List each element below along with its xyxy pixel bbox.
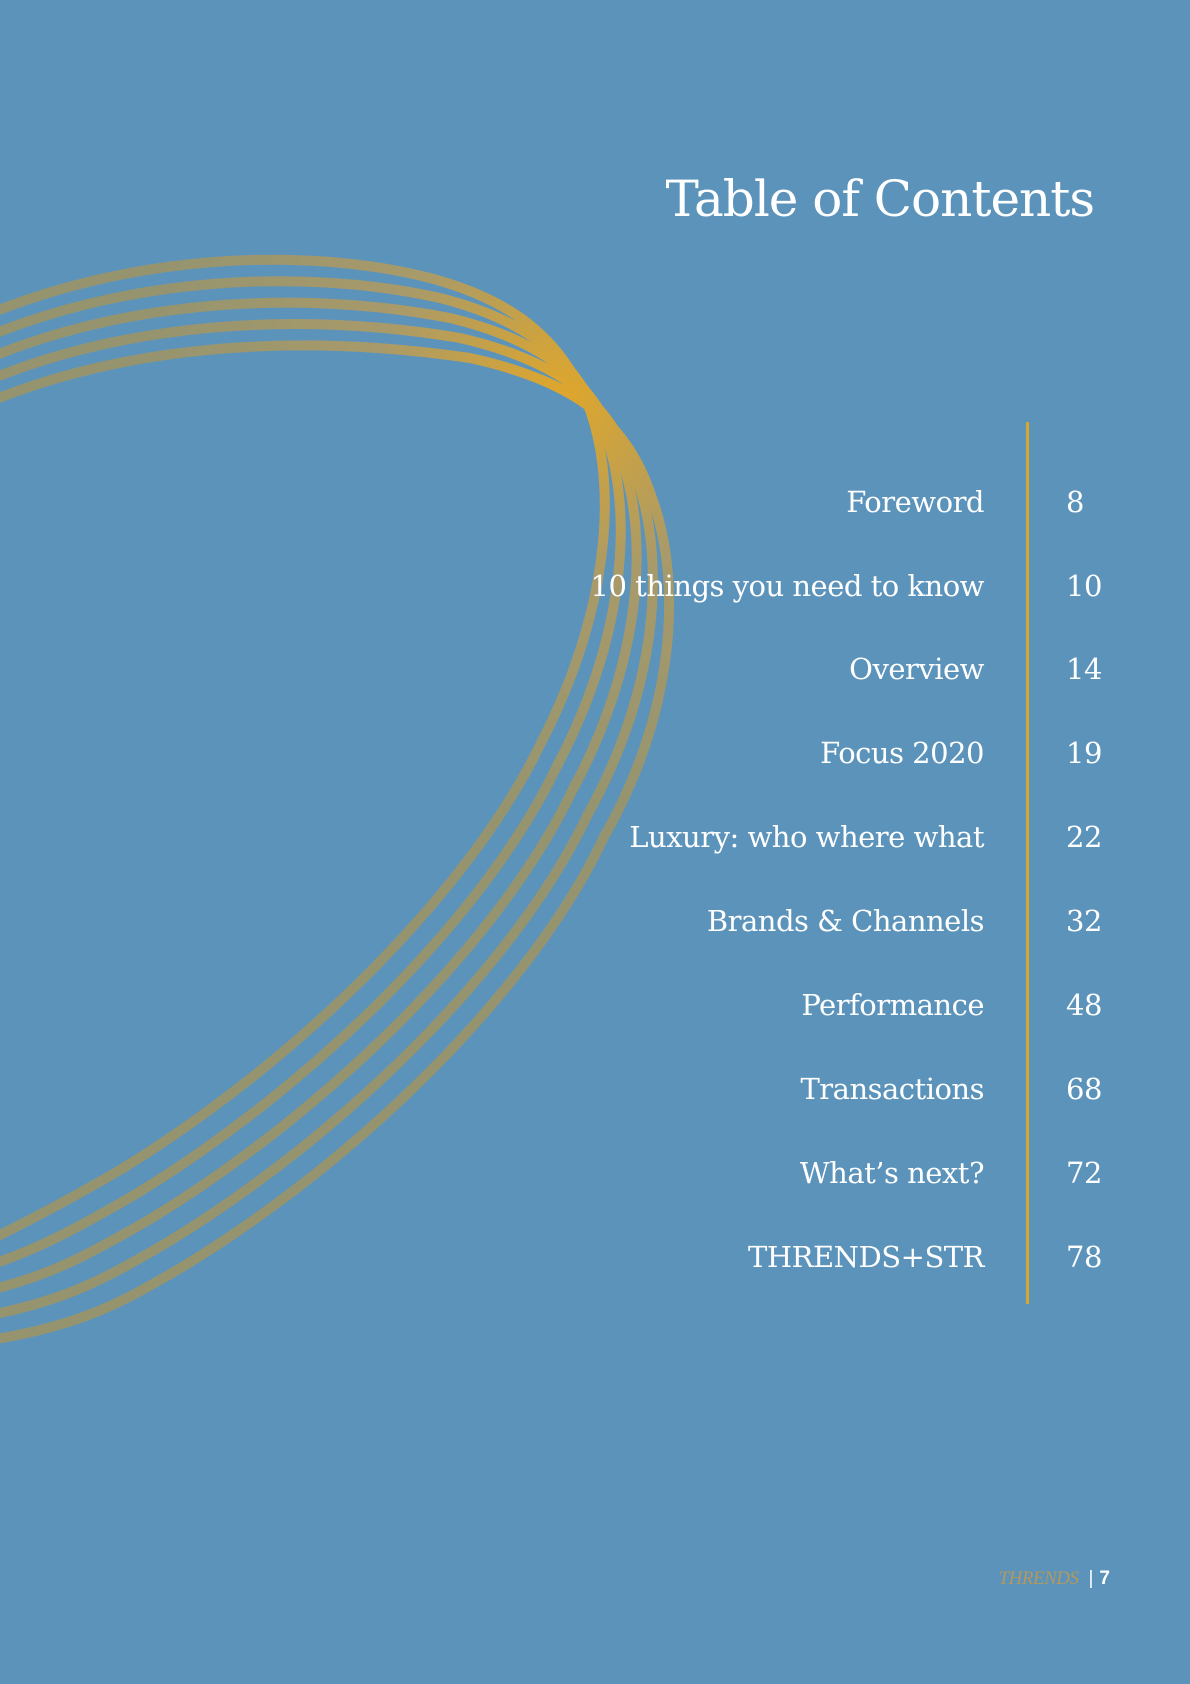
toc-entry-luxury[interactable]: Luxury: who where what 22 xyxy=(560,817,1120,857)
toc-entry-label: Brands & Channels xyxy=(706,904,985,938)
toc-entry-label: 10 things you need to know xyxy=(590,569,985,603)
footer-brand-logo: THRENDS xyxy=(998,1568,1079,1589)
toc-entry-page: 8 xyxy=(1066,485,1084,519)
ring-stroke xyxy=(0,254,610,1241)
ring-stroke xyxy=(0,297,642,1293)
toc-entry-label: Performance xyxy=(801,988,984,1022)
ring-stroke xyxy=(0,276,626,1267)
toc-entry-overview[interactable]: Overview 14 xyxy=(560,649,1120,689)
toc-entry-page: 32 xyxy=(1066,904,1102,938)
toc-divider xyxy=(1026,422,1029,1304)
toc-entry-page: 22 xyxy=(1066,820,1102,854)
page-title: Table of Contents xyxy=(665,170,1095,228)
toc-entry-label: What’s next? xyxy=(799,1156,985,1190)
toc-entry-page: 78 xyxy=(1066,1240,1102,1274)
toc-entry-performance[interactable]: Performance 48 xyxy=(560,985,1120,1025)
toc-entry-brands-channels[interactable]: Brands & Channels 32 xyxy=(560,901,1120,941)
toc-entry-foreword[interactable]: Foreword 8 xyxy=(560,482,1120,522)
toc-entry-ten-things[interactable]: 10 things you need to know 10 xyxy=(560,566,1120,606)
footer-separator: | xyxy=(1088,1568,1094,1589)
toc-entry-page: 72 xyxy=(1066,1156,1102,1190)
toc-entry-thrends-str[interactable]: THRENDS+STR 78 xyxy=(560,1237,1120,1277)
toc-entry-whats-next[interactable]: What’s next? 72 xyxy=(560,1153,1120,1193)
footer-page-number: 7 xyxy=(1099,1568,1110,1589)
toc-entry-focus-2020[interactable]: Focus 2020 19 xyxy=(560,733,1120,773)
toc-entry-label: Foreword xyxy=(846,485,984,519)
toc-entry-label: Overview xyxy=(849,652,984,686)
toc-entry-page: 68 xyxy=(1066,1072,1102,1106)
ring-stroke xyxy=(0,319,658,1319)
toc-entry-label: Focus 2020 xyxy=(820,736,984,770)
toc-entry-page: 48 xyxy=(1066,988,1102,1022)
toc-entry-transactions[interactable]: Transactions 68 xyxy=(560,1069,1120,1109)
page-footer: THRENDS | 7 xyxy=(999,1564,1110,1594)
toc-entry-label: Luxury: who where what xyxy=(629,820,984,854)
toc-entry-label: Transactions xyxy=(800,1072,984,1106)
toc-entry-page: 14 xyxy=(1066,652,1102,686)
toc-entry-page: 10 xyxy=(1066,569,1102,603)
toc-entry-label: THRENDS+STR xyxy=(748,1240,984,1274)
toc-entry-page: 19 xyxy=(1066,736,1102,770)
